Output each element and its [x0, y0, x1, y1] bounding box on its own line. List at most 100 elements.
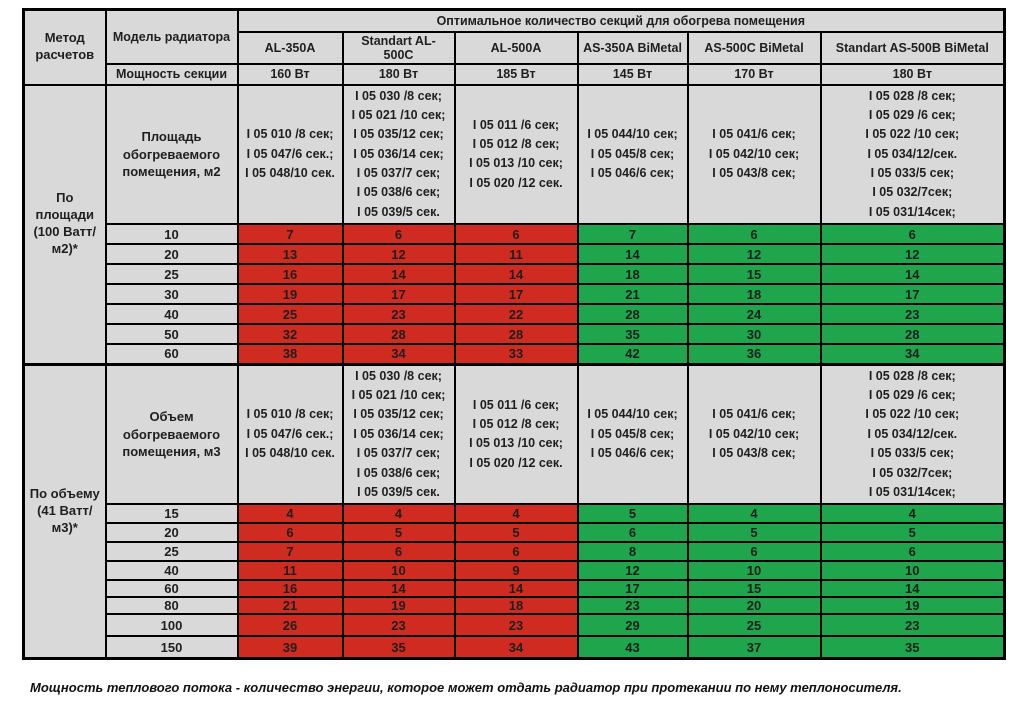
row-key-cell: 150 [104, 635, 239, 660]
section-count-cell: 11 [236, 560, 344, 582]
row-key-cell: 40 [104, 303, 239, 326]
models-row: AL-350A Standart AL-500C AL-500A AS-350A… [24, 30, 1006, 65]
power-cell: 160 Вт [236, 62, 344, 86]
article-list-cell: I 05 041/6 сек; I 05 042/10 сек; I 05 04… [686, 83, 822, 226]
section-count-cell: 17 [819, 283, 1006, 306]
section-count-cell: 35 [341, 635, 456, 660]
section-count-cell: 17 [341, 283, 456, 306]
section-count-cell: 42 [576, 343, 689, 366]
section-count-cell: 32 [236, 323, 344, 346]
value-row: 150 39 35 34 43 37 35 [24, 635, 1006, 660]
articles-row: По площади (100 Ватт/м2)* Площадь обогре… [22, 83, 1006, 366]
row-key-cell: 30 [104, 283, 239, 306]
section-count-cell: 6 [341, 223, 456, 246]
value-row: 60 38 34 33 42 36 34 [24, 343, 1006, 366]
section-count-cell: 23 [819, 303, 1006, 326]
section-count-cell: 23 [819, 613, 1006, 638]
value-row: 10 7 6 6 7 6 6 [24, 223, 1006, 246]
power-cell: 145 Вт [576, 62, 689, 86]
method-by-volume-cell: По объему (41 Ватт/м3)* [22, 362, 107, 660]
section-count-cell: 5 [453, 522, 579, 544]
section-count-cell: 7 [576, 223, 689, 246]
power-row: Мощность секции 160 Вт 180 Вт 185 Вт 145… [24, 62, 1006, 86]
model-name-cell: AL-500A [453, 30, 579, 65]
method-header-cell: Метод расчетов [22, 8, 107, 86]
model-name-cell: AS-500C BiMetal [686, 30, 822, 65]
section-count-cell: 14 [819, 579, 1006, 599]
section-count-cell: 19 [341, 596, 456, 616]
section-count-cell: 15 [686, 263, 822, 286]
section-count-cell: 36 [686, 343, 822, 366]
row-key-cell: 20 [104, 522, 239, 544]
value-row: 25 7 6 6 8 6 6 [24, 541, 1006, 563]
row-key-cell: 10 [104, 223, 239, 246]
section-count-cell: 21 [236, 596, 344, 616]
row-key-cell: 100 [104, 613, 239, 638]
section-count-cell: 24 [686, 303, 822, 326]
section-count-cell: 11 [453, 243, 579, 266]
article-list-cell: I 05 011 /6 сек; I 05 012 /8 сек; I 05 0… [453, 83, 579, 226]
power-header-cell: Мощность секции [104, 62, 239, 86]
section-count-cell: 6 [686, 541, 822, 563]
row-key-cell: 15 [104, 503, 239, 525]
section-count-cell: 20 [686, 596, 822, 616]
section-count-cell: 7 [236, 223, 344, 246]
model-name-cell: Standart AL-500C [341, 30, 456, 65]
power-cell: 180 Вт [341, 62, 456, 86]
article-list-cell: I 05 028 /8 сек; I 05 029 /6 сек; I 05 0… [819, 83, 1006, 226]
section-count-cell: 28 [819, 323, 1006, 346]
section-count-cell: 14 [341, 263, 456, 286]
section-count-cell: 4 [236, 503, 344, 525]
section-count-cell: 39 [236, 635, 344, 660]
section-count-cell: 21 [576, 283, 689, 306]
section-count-cell: 4 [341, 503, 456, 525]
section-count-cell: 5 [819, 522, 1006, 544]
article-list-cell: I 05 030 /8 сек; I 05 021 /10 сек; I 05 … [341, 362, 456, 506]
section-count-cell: 35 [819, 635, 1006, 660]
section-count-cell: 17 [453, 283, 579, 306]
banner-row: Метод расчетов Модель радиатора Оптималь… [22, 8, 1006, 86]
section-count-cell: 10 [341, 560, 456, 582]
section-count-cell: 23 [453, 613, 579, 638]
section-by-volume: По объему (41 Ватт/м3)* Объем обогреваем… [22, 362, 1006, 660]
volume-dim-label-cell: Объем обогреваемого помещения, м3 [104, 362, 239, 506]
section-count-cell: 6 [236, 522, 344, 544]
section-count-cell: 5 [341, 522, 456, 544]
article-list-cell: I 05 030 /8 сек; I 05 021 /10 сек; I 05 … [341, 83, 456, 226]
section-count-cell: 37 [686, 635, 822, 660]
section-count-cell: 17 [576, 579, 689, 599]
model-name-cell: AL-350A [236, 30, 344, 65]
section-count-cell: 33 [453, 343, 579, 366]
section-count-cell: 13 [236, 243, 344, 266]
model-name-cell: Standart AS-500B BiMetal [819, 30, 1006, 65]
radiator-sizing-table: Метод расчетов Модель радиатора Оптималь… [22, 8, 1007, 660]
section-count-cell: 23 [341, 303, 456, 326]
section-count-cell: 18 [686, 283, 822, 306]
section-count-cell: 6 [341, 541, 456, 563]
value-row: 80 21 19 18 23 20 19 [24, 596, 1006, 616]
articles-row: По объему (41 Ватт/м3)* Объем обогреваем… [22, 362, 1006, 660]
section-count-cell: 16 [236, 579, 344, 599]
section-count-cell: 5 [686, 522, 822, 544]
power-cell: 185 Вт [453, 62, 579, 86]
section-count-cell: 4 [819, 503, 1006, 525]
section-count-cell: 28 [576, 303, 689, 326]
article-list-cell: I 05 010 /8 сек; I 05 047/6 сек.; I 05 0… [236, 83, 344, 226]
article-list-cell: I 05 044/10 сек; I 05 045/8 сек; I 05 04… [576, 83, 689, 226]
method-by-area-cell: По площади (100 Ватт/м2)* [22, 83, 107, 366]
row-key-cell: 60 [104, 579, 239, 599]
value-row: 15 4 4 4 5 4 4 [24, 503, 1006, 525]
section-count-cell: 28 [341, 323, 456, 346]
row-key-cell: 20 [104, 243, 239, 266]
section-count-cell: 34 [819, 343, 1006, 366]
section-count-cell: 25 [686, 613, 822, 638]
section-by-area: По площади (100 Ватт/м2)* Площадь обогре… [22, 83, 1006, 366]
table-header: Метод расчетов Модель радиатора Оптималь… [22, 8, 1006, 86]
section-count-cell: 43 [576, 635, 689, 660]
section-count-cell: 6 [453, 541, 579, 563]
model-header-cell: Модель радиатора [104, 8, 239, 65]
section-count-cell: 22 [453, 303, 579, 326]
section-count-cell: 14 [576, 243, 689, 266]
section-count-cell: 6 [576, 522, 689, 544]
value-row: 25 16 14 14 18 15 14 [24, 263, 1006, 286]
